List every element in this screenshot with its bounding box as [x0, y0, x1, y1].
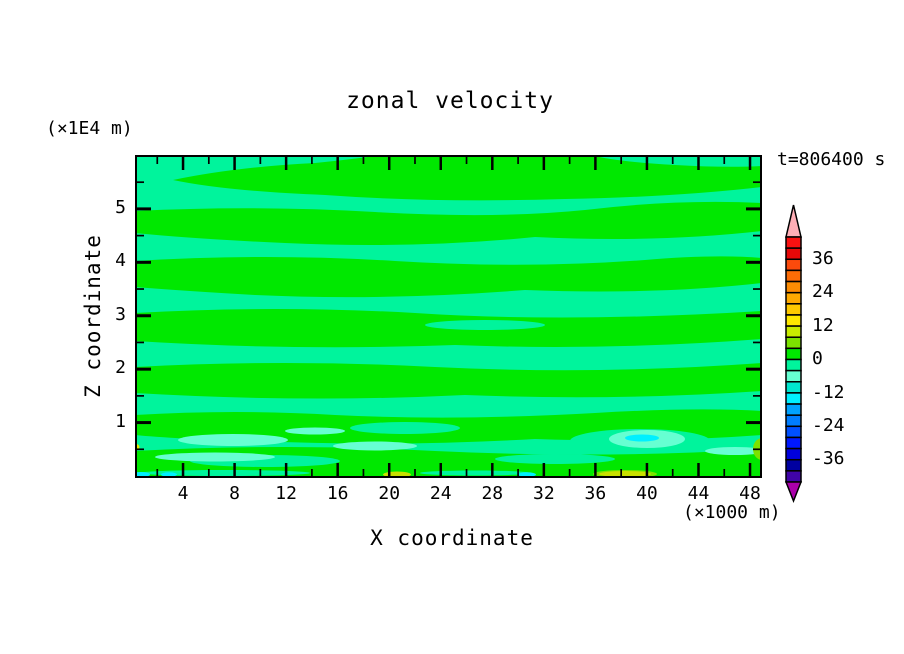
colorbar-segment: [785, 314, 802, 327]
colorbar-segment: [785, 358, 802, 372]
colorbar-segment: [785, 280, 802, 294]
contour-patch-8-12-b: [599, 471, 651, 477]
colorbar: [784, 204, 803, 504]
colorbar-segment: [785, 458, 802, 472]
x-tick-label: 16: [326, 483, 349, 504]
colorbar-tick-label: 12: [812, 314, 834, 336]
y-axis-unit-label: (×1E4 m): [46, 118, 133, 139]
y-tick-label: 5: [115, 196, 126, 218]
axis-ticks: [137, 157, 760, 476]
colorbar-segment: [785, 447, 802, 461]
y-tick-label: 1: [115, 410, 126, 432]
contour-strips-strong-negative: [135, 434, 659, 477]
colorbar-segment: [785, 403, 802, 416]
y-tick-label: 2: [115, 357, 126, 379]
colorbar-tick-label: 24: [812, 281, 834, 303]
colorbar-segment: [785, 325, 802, 338]
plot-frame: [135, 155, 762, 478]
colorbar-segment: [785, 369, 802, 383]
colorbar-tick-label: -36: [812, 448, 845, 470]
x-axis-title: X coordinate: [370, 526, 534, 550]
chart-title: zonal velocity: [346, 88, 554, 114]
x-tick-label: 28: [481, 483, 504, 504]
time-annotation: t=806400 s: [777, 149, 886, 170]
colorbar-tick-label: 36: [812, 248, 834, 269]
colorbar-tick-label: -24: [812, 415, 845, 437]
colorbar-under-arrow: [784, 481, 803, 504]
x-tick-label: 4: [177, 483, 189, 504]
y-tick-label: 3: [115, 303, 126, 325]
colorbar-segment: [785, 381, 802, 394]
x-tick-label: 8: [229, 483, 240, 504]
colorbar-segment: [785, 414, 802, 428]
x-axis-unit-label: (×1000 m): [683, 502, 781, 523]
colorbar-segment: [785, 247, 802, 261]
x-tick-label: 36: [584, 483, 607, 504]
x-tick-label: 24: [429, 483, 452, 504]
y-tick-label: 4: [115, 250, 126, 272]
colorbar-segment: [785, 436, 802, 450]
colorbar-tick-label: -12: [812, 381, 845, 403]
x-tick-label: 20: [378, 483, 401, 504]
x-tick-label: 48: [739, 483, 761, 504]
x-tick-label: 44: [687, 483, 710, 504]
contour-lenses-minus8-minus4: [155, 427, 762, 462]
colorbar-segment: [785, 258, 802, 272]
colorbar-over-arrow: [785, 204, 802, 238]
colorbar-segment: [785, 470, 802, 483]
colorbar-segment: [785, 291, 802, 305]
colorbar-segment: [785, 269, 802, 283]
colorbar-segment: [785, 336, 802, 350]
x-tick-label: 40: [636, 483, 658, 504]
colorbar-segment: [785, 236, 802, 249]
colorbar-segment: [785, 425, 802, 439]
colorbar-segments: [785, 236, 802, 483]
contour-plot-area: [135, 155, 762, 478]
colorbar-tick-label: 0: [812, 348, 823, 370]
colorbar-segment: [785, 392, 802, 405]
x-tick-label: 12: [275, 483, 297, 504]
colorbar-segment: [785, 303, 802, 316]
colorbar-segment: [785, 347, 802, 361]
x-tick-label: 32: [533, 483, 555, 504]
